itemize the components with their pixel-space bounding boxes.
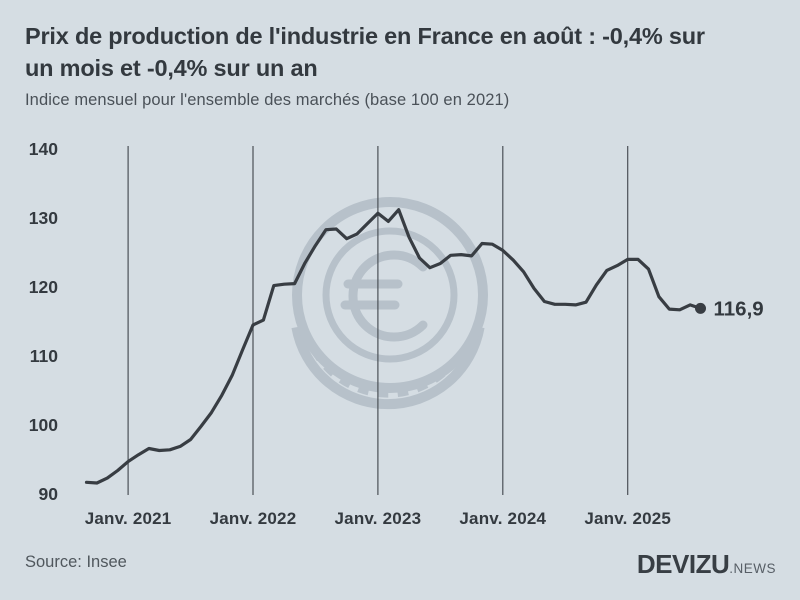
x-tick-label: Janv. 2022	[210, 509, 297, 528]
page-title: Prix de production de l'industrie en Fra…	[25, 20, 775, 84]
x-tick-label: Janv. 2025	[584, 509, 671, 528]
y-tick-label: 140	[29, 139, 58, 159]
title-line-1: Prix de production de l'industrie en Fra…	[25, 23, 705, 49]
plot-area: Janv. 2021 Janv. 2022 Janv. 2023 Janv. 2024…	[29, 139, 764, 528]
y-tick-label: 130	[29, 208, 58, 228]
series-line	[84, 208, 703, 485]
chart-subtitle: Indice mensuel pour l'ensemble des march…	[25, 91, 510, 109]
source-label: Source: Insee	[25, 553, 127, 571]
brand-suffix: .NEWS	[729, 561, 776, 576]
y-tick-label: 120	[29, 277, 58, 297]
y-tick-label: 110	[30, 346, 58, 366]
title-line-2: un mois et -0,4% sur un an	[25, 55, 318, 81]
x-tick-label: Janv. 2024	[459, 509, 546, 528]
end-point-dot	[695, 302, 706, 314]
brand-name: DEVIZU	[636, 549, 730, 579]
y-tick-label: 90	[39, 484, 59, 504]
x-tick-label: Janv. 2021	[85, 509, 172, 528]
chart-header: Prix de production de l'industrie en Fra…	[25, 20, 775, 110]
brand-logo: DEVIZU .NEWS	[637, 549, 776, 580]
y-tick-label: 100	[29, 415, 58, 435]
euro-coin-watermark-icon	[291, 197, 488, 410]
x-tick-label: Janv. 2023	[335, 509, 422, 528]
end-value-label: 116,9	[714, 297, 764, 320]
